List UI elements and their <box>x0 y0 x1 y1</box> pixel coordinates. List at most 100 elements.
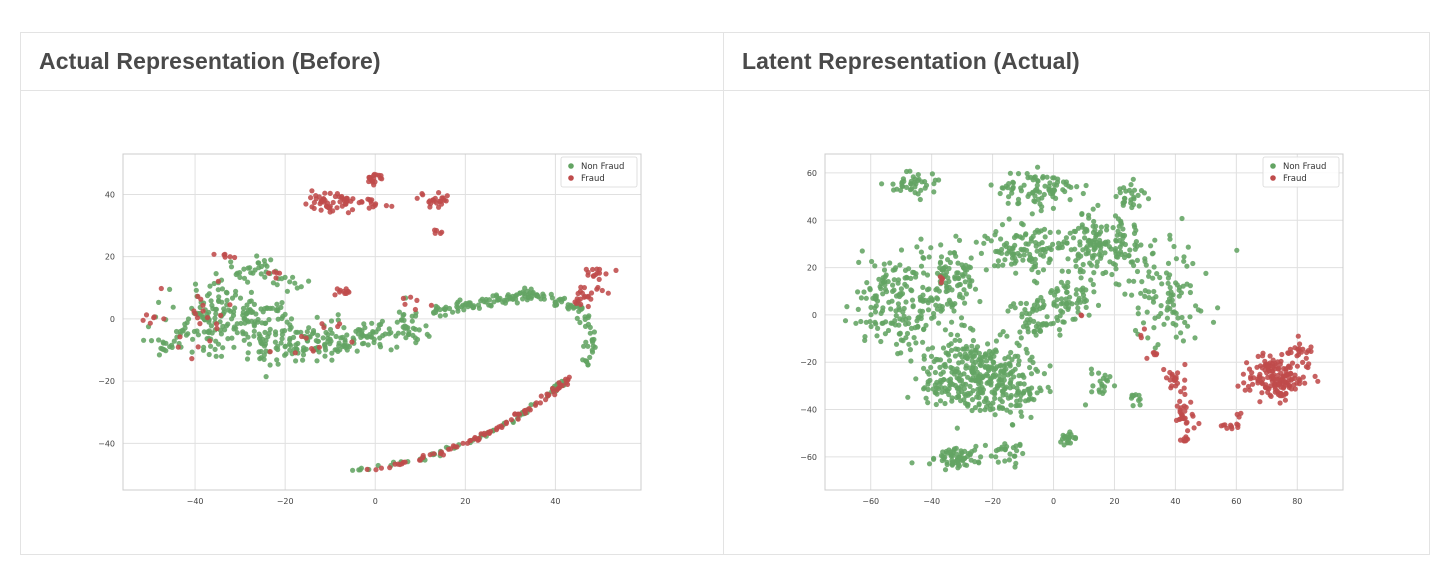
point-non-fraud <box>1167 236 1173 242</box>
point-non-fraud <box>212 315 218 321</box>
point-non-fraud <box>925 346 931 352</box>
point-fraud <box>227 302 233 308</box>
point-non-fraud <box>1018 409 1024 415</box>
point-non-fraud <box>888 320 894 326</box>
point-fraud <box>1184 419 1190 425</box>
y-tick-label: −20 <box>98 377 115 386</box>
point-fraud <box>1228 422 1234 428</box>
point-fraud <box>585 303 591 310</box>
point-non-fraud <box>969 407 975 414</box>
point-fraud <box>581 285 588 291</box>
point-fraud <box>366 174 372 180</box>
point-non-fraud <box>949 459 955 465</box>
point-non-fraud <box>858 295 864 301</box>
point-non-fraud <box>1096 370 1102 376</box>
point-non-fraud <box>1090 229 1097 236</box>
point-non-fraud <box>254 253 260 259</box>
point-non-fraud <box>1014 402 1021 409</box>
point-non-fraud <box>909 297 916 303</box>
point-non-fraud <box>887 260 893 266</box>
point-non-fraud <box>995 258 1001 264</box>
point-fraud <box>515 416 521 422</box>
point-non-fraud <box>1040 253 1046 259</box>
point-non-fraud <box>341 325 347 331</box>
point-non-fraud <box>1058 279 1064 285</box>
point-non-fraud <box>1002 441 1008 447</box>
point-non-fraud <box>251 301 257 307</box>
point-non-fraud <box>268 257 274 263</box>
point-non-fraud <box>946 297 952 303</box>
point-non-fraud <box>898 286 904 292</box>
point-fraud <box>503 419 509 425</box>
point-non-fraud <box>1005 185 1011 191</box>
point-fraud <box>508 417 514 423</box>
point-non-fraud <box>1178 330 1184 336</box>
point-non-fraud <box>1171 243 1177 250</box>
point-non-fraud <box>1132 327 1139 334</box>
point-non-fraud <box>247 307 253 313</box>
legend-box <box>560 156 638 188</box>
point-non-fraud <box>1063 285 1069 291</box>
point-non-fraud <box>1139 279 1145 285</box>
y-tick-label: 60 <box>807 169 817 178</box>
point-non-fraud <box>1130 176 1136 182</box>
point-non-fraud <box>1179 215 1185 222</box>
point-non-fraud <box>1091 289 1097 295</box>
point-non-fraud <box>924 369 931 375</box>
point-non-fraud <box>300 357 306 363</box>
point-non-fraud <box>960 346 966 352</box>
y-tick-label: 40 <box>807 216 817 225</box>
point-non-fraud <box>1011 453 1017 459</box>
point-non-fraud <box>454 304 460 310</box>
point-non-fraud <box>1093 234 1099 240</box>
point-non-fraud <box>412 335 418 341</box>
point-fraud <box>1182 377 1188 383</box>
point-fraud <box>1275 359 1281 365</box>
point-fraud <box>349 339 355 345</box>
point-non-fraud <box>582 358 589 364</box>
point-non-fraud <box>223 323 230 329</box>
point-non-fraud <box>1051 187 1058 193</box>
point-non-fraud <box>1019 311 1025 317</box>
point-non-fraud <box>1022 307 1028 313</box>
point-non-fraud <box>552 299 558 305</box>
point-non-fraud <box>921 270 927 276</box>
point-non-fraud <box>963 393 969 399</box>
point-non-fraud <box>1121 199 1127 205</box>
point-non-fraud <box>1035 196 1042 202</box>
point-non-fraud <box>1136 203 1142 209</box>
point-non-fraud <box>1018 335 1024 341</box>
point-fraud <box>373 201 379 207</box>
point-non-fraud <box>968 390 974 396</box>
point-non-fraud <box>1157 274 1163 281</box>
point-non-fraud <box>1032 261 1039 267</box>
point-fraud <box>1294 380 1300 386</box>
point-non-fraud <box>1052 292 1058 298</box>
point-non-fraud <box>1095 302 1102 308</box>
point-non-fraud <box>1174 282 1180 288</box>
point-non-fraud <box>867 319 873 325</box>
point-non-fraud <box>999 405 1005 411</box>
point-non-fraud <box>988 382 994 388</box>
point-non-fraud <box>930 386 936 392</box>
scatter-plot-latent: −60 −40 −20 0 20 40 60 80 60 40 20 0 −20 −40 −60 Non Fr… <box>800 153 1344 506</box>
point-non-fraud <box>1017 234 1023 240</box>
point-non-fraud <box>1027 391 1033 397</box>
point-fraud <box>460 440 466 446</box>
point-fraud <box>200 308 206 314</box>
point-non-fraud <box>920 284 926 290</box>
point-fraud <box>468 437 474 444</box>
point-non-fraud <box>913 376 919 382</box>
point-non-fraud <box>1075 225 1082 231</box>
point-fraud <box>1265 389 1271 395</box>
point-fraud <box>1141 326 1147 332</box>
point-non-fraud <box>1074 184 1080 190</box>
point-non-fraud <box>442 312 448 318</box>
point-fraud <box>308 195 314 201</box>
y-tick-label: 20 <box>807 264 817 273</box>
point-non-fraud <box>476 305 482 311</box>
point-non-fraud <box>1192 335 1198 341</box>
point-non-fraud <box>218 331 224 337</box>
point-non-fraud <box>952 274 958 280</box>
point-non-fraud <box>951 371 957 377</box>
